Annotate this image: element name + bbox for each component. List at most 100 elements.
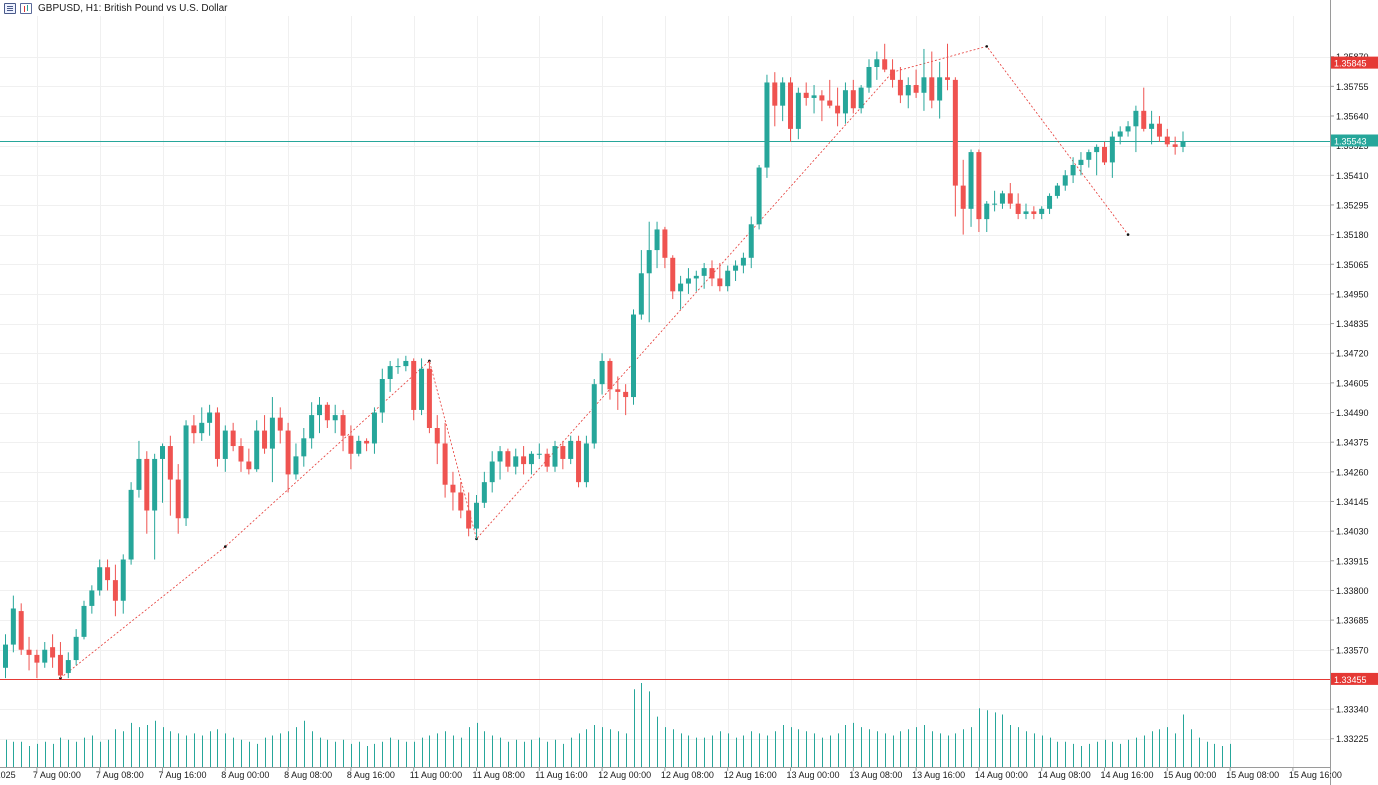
candle[interactable]	[638, 250, 644, 320]
candle[interactable]	[1094, 144, 1100, 176]
candle[interactable]	[1164, 128, 1170, 147]
candle[interactable]	[136, 440, 142, 498]
candle[interactable]	[1023, 203, 1029, 220]
candle[interactable]	[740, 252, 746, 274]
candle[interactable]	[309, 402, 315, 449]
candle[interactable]	[364, 438, 370, 452]
candle[interactable]	[701, 262, 707, 289]
candle[interactable]	[678, 275, 684, 310]
candle[interactable]	[65, 652, 71, 679]
candle[interactable]	[631, 309, 636, 405]
candle[interactable]	[1133, 105, 1139, 153]
candle[interactable]	[183, 420, 189, 526]
candle[interactable]	[897, 66, 903, 104]
candle[interactable]	[301, 427, 307, 467]
candle[interactable]	[976, 149, 982, 233]
candle[interactable]	[191, 415, 197, 444]
candle[interactable]	[450, 471, 456, 511]
candle[interactable]	[1031, 206, 1037, 220]
candle[interactable]	[842, 82, 848, 124]
candle[interactable]	[835, 87, 841, 127]
candle[interactable]	[819, 90, 825, 122]
candle[interactable]	[324, 402, 330, 428]
candle[interactable]	[984, 201, 990, 233]
candle[interactable]	[827, 79, 833, 109]
candle[interactable]	[803, 82, 809, 106]
candle[interactable]	[1007, 183, 1013, 209]
candle[interactable]	[481, 471, 487, 508]
candle[interactable]	[1149, 110, 1155, 145]
candle[interactable]	[913, 69, 919, 98]
candle[interactable]	[207, 404, 213, 436]
candle[interactable]	[332, 404, 338, 434]
candle[interactable]	[489, 451, 495, 493]
candle[interactable]	[1039, 206, 1045, 220]
candle[interactable]	[395, 358, 401, 374]
candle[interactable]	[214, 407, 220, 467]
candle[interactable]	[513, 448, 519, 475]
candle[interactable]	[152, 453, 158, 560]
candle[interactable]	[905, 77, 911, 109]
candle[interactable]	[725, 265, 731, 292]
candle[interactable]	[1172, 136, 1178, 155]
candle[interactable]	[654, 221, 660, 269]
candle[interactable]	[615, 376, 621, 410]
candle[interactable]	[356, 435, 362, 457]
candle[interactable]	[992, 190, 998, 212]
candle[interactable]	[882, 43, 888, 73]
candle[interactable]	[576, 435, 582, 488]
candle[interactable]	[246, 448, 252, 475]
candle[interactable]	[850, 79, 856, 114]
candle[interactable]	[175, 464, 181, 534]
chart-type-icon[interactable]	[20, 2, 32, 14]
candle[interactable]	[968, 149, 974, 227]
candle[interactable]	[866, 59, 872, 93]
candle[interactable]	[426, 360, 432, 434]
candle[interactable]	[419, 358, 425, 416]
candle[interactable]	[772, 72, 778, 127]
candle[interactable]	[10, 595, 16, 653]
candle[interactable]	[3, 634, 8, 679]
candle[interactable]	[748, 216, 754, 269]
candle[interactable]	[167, 435, 173, 516]
candle[interactable]	[293, 443, 299, 480]
candle[interactable]	[937, 61, 943, 119]
candle[interactable]	[458, 482, 464, 519]
candle[interactable]	[57, 642, 63, 679]
candle[interactable]	[960, 159, 966, 235]
candle[interactable]	[521, 446, 527, 475]
candle[interactable]	[536, 443, 542, 459]
candle[interactable]	[262, 415, 268, 454]
candle[interactable]	[105, 559, 111, 591]
candle[interactable]	[411, 358, 417, 421]
candle[interactable]	[238, 438, 244, 472]
candle[interactable]	[81, 600, 87, 640]
candle[interactable]	[120, 554, 126, 614]
candle[interactable]	[42, 642, 48, 668]
candle[interactable]	[929, 51, 935, 109]
candle[interactable]	[1062, 170, 1068, 191]
candle[interactable]	[442, 422, 448, 498]
candle[interactable]	[348, 425, 354, 470]
candle[interactable]	[387, 360, 393, 392]
candle[interactable]	[497, 446, 503, 480]
candle[interactable]	[764, 74, 770, 178]
candle[interactable]	[505, 448, 511, 472]
candle[interactable]	[285, 422, 291, 493]
candle[interactable]	[858, 85, 864, 114]
candle[interactable]	[795, 87, 801, 140]
list-icon[interactable]	[4, 2, 16, 14]
candle[interactable]	[1070, 157, 1076, 184]
candle[interactable]	[662, 226, 668, 269]
candle[interactable]	[199, 407, 205, 441]
candle[interactable]	[1047, 193, 1053, 214]
candle[interactable]	[568, 435, 574, 465]
candle[interactable]	[379, 368, 385, 423]
candle[interactable]	[670, 255, 676, 300]
candle[interactable]	[607, 358, 613, 400]
candle[interactable]	[1054, 183, 1060, 199]
candle[interactable]	[26, 636, 32, 671]
candle[interactable]	[317, 397, 322, 434]
candle[interactable]	[1015, 193, 1021, 220]
